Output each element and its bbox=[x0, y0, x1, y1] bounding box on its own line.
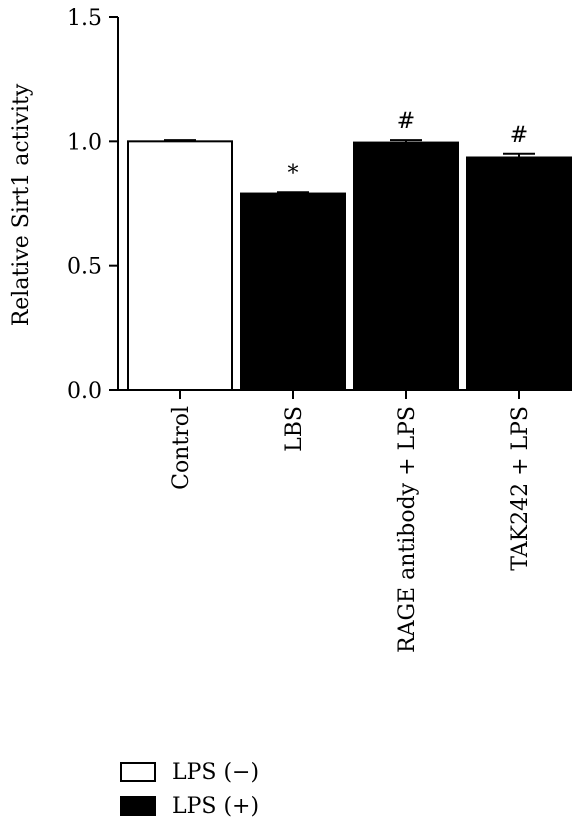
legend-swatch-white bbox=[120, 762, 156, 782]
x-tick-label: RAGE antibody + LPS bbox=[395, 406, 420, 653]
legend-label: LPS (−) bbox=[172, 759, 260, 785]
legend-label: LPS (+) bbox=[172, 793, 260, 819]
y-axis: 0.0 0.5 1.0 1.5 bbox=[67, 6, 119, 404]
bar bbox=[127, 140, 233, 391]
legend-item-lps-positive: LPS (+) bbox=[120, 789, 259, 823]
y-tick-label: 1.0 bbox=[67, 130, 102, 155]
legend: LPS (−) LPS (+) bbox=[120, 755, 259, 823]
bar bbox=[240, 192, 346, 391]
y-tick-label: 0.0 bbox=[67, 379, 102, 404]
significance-marker: * bbox=[288, 161, 299, 186]
significance-marker: # bbox=[397, 109, 415, 134]
y-axis-title: Relative Sirt1 activity bbox=[9, 83, 34, 326]
x-tick-label: Control bbox=[169, 406, 194, 490]
legend-item-lps-negative: LPS (−) bbox=[120, 755, 259, 789]
category-labels: Control LBS RAGE antibody + LPS TAK242 + LP… bbox=[169, 390, 533, 653]
x-tick-label: LBS bbox=[282, 406, 307, 452]
bar bbox=[353, 141, 459, 391]
significance-marker: # bbox=[510, 123, 528, 148]
bar-chart: 0.0 0.5 1.0 1.5 Relative Sirt1 activity * # #… bbox=[9, 6, 572, 653]
bars: * # # bbox=[118, 109, 572, 391]
x-tick-label: TAK242 + LPS bbox=[508, 406, 533, 571]
y-tick-label: 1.5 bbox=[67, 6, 102, 31]
y-tick-label: 0.5 bbox=[67, 255, 102, 280]
bar bbox=[466, 156, 572, 391]
legend-swatch-black bbox=[120, 796, 156, 816]
